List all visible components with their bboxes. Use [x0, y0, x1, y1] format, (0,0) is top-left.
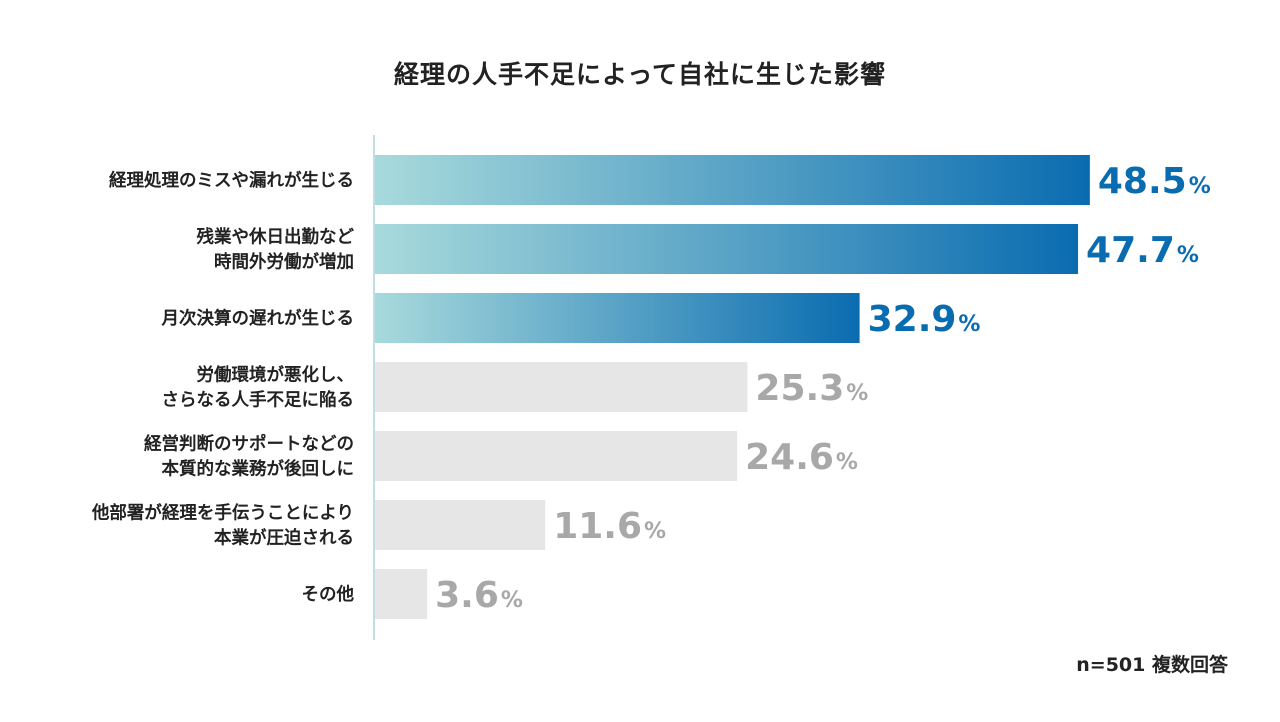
value-unit: % — [501, 588, 523, 613]
value-unit: % — [644, 519, 666, 544]
category-label-5-line-1: 経営判断のサポートなどの — [144, 434, 354, 455]
category-label-4-line-2: さらなる人手不足に陥る — [162, 390, 355, 411]
labels-layer: 48.5% 経理処理のミスや漏れが生じる 47.7% 残業や休日出勤など時間外労働が増… — [91, 161, 1211, 616]
value-label-1: 48.5% — [1098, 161, 1211, 202]
value-number: 3.6 — [435, 575, 499, 616]
value-number: 32.9 — [868, 299, 957, 340]
chart-title: 経理の人手不足によって自社に生じた影響 — [393, 60, 886, 89]
value-unit: % — [836, 450, 858, 475]
category-label-2-line-2: 時間外労働が増加 — [214, 252, 354, 273]
sample-note: n=501 複数回答 — [1076, 654, 1228, 676]
value-number: 48.5 — [1098, 161, 1187, 202]
bar-2 — [374, 224, 1079, 274]
value-label-6: 11.6% — [553, 506, 666, 547]
value-number: 24.6 — [745, 437, 834, 478]
category-label-2-line-1: 残業や休日出勤など — [197, 227, 355, 248]
bar-4 — [374, 362, 748, 412]
bar-3 — [374, 293, 860, 343]
bar-6 — [374, 500, 546, 550]
bar-7 — [374, 569, 428, 619]
category-label-1-line-1: 経理処理のミスや漏れが生じる — [109, 170, 354, 191]
value-number: 11.6 — [553, 506, 642, 547]
value-label-5: 24.6% — [745, 437, 858, 478]
value-number: 25.3 — [755, 368, 844, 409]
value-unit: % — [1189, 174, 1211, 199]
value-label-4: 25.3% — [755, 368, 868, 409]
value-label-7: 3.6% — [435, 575, 523, 616]
value-unit: % — [1177, 243, 1199, 268]
value-unit: % — [846, 381, 868, 406]
category-label-6-line-2: 本業が圧迫される — [214, 528, 354, 549]
category-label-5-line-2: 本質的な業務が後回しに — [162, 459, 355, 480]
value-label-3: 32.9% — [868, 299, 981, 340]
bar-1 — [374, 155, 1090, 205]
bars-layer — [374, 155, 1090, 619]
value-label-2: 47.7% — [1086, 230, 1199, 271]
category-label-6-line-1: 他部署が経理を手伝うことにより — [91, 503, 354, 524]
category-label-4-line-1: 労働環境が悪化し、 — [197, 365, 355, 386]
value-unit: % — [958, 312, 980, 337]
bar-5 — [374, 431, 738, 481]
category-label-3-line-1: 月次決算の遅れが生じる — [161, 308, 355, 329]
category-label-7-line-1: その他 — [302, 584, 355, 605]
value-number: 47.7 — [1086, 230, 1175, 271]
